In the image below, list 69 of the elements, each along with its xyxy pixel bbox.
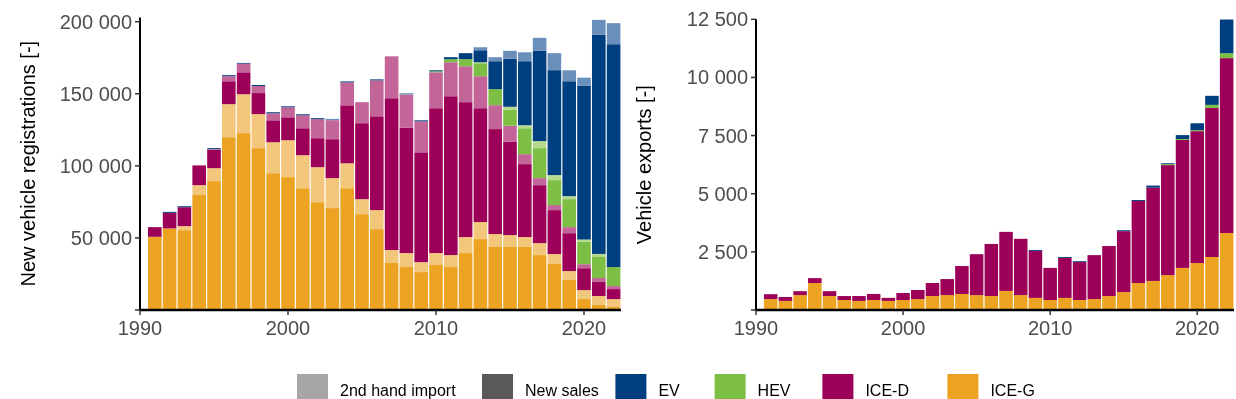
y-tick-label: 50 000 [70,226,132,249]
bar [562,196,577,200]
bar [763,294,778,300]
y-tick-label: 7 500 [697,124,748,147]
x-tick-label: 2010 [413,317,459,339]
bar [192,185,207,195]
y-tick-label: 10 000 [686,66,748,89]
bar [547,205,562,211]
bar [577,239,591,242]
bar [562,271,577,281]
bar [1219,19,1234,54]
x-tick-label: 2020 [1174,317,1220,339]
x-tick-label: 1990 [733,317,779,339]
bar [591,253,606,257]
bar [532,178,547,186]
x-tick-label: 2000 [265,317,311,339]
bar [503,106,517,110]
legend-label: ICE-G [990,382,1035,399]
legend-label: HEV [757,382,791,399]
bar [1146,185,1160,188]
x-tick-label: 2000 [880,317,926,339]
bar [177,207,192,227]
bar [458,237,473,254]
bar [325,120,340,140]
text: 2nd hand import [340,382,457,399]
x-tick-label: 2010 [1027,317,1073,339]
bar [577,264,591,269]
bar [532,37,547,51]
y-tick-label: 5 000 [697,182,748,205]
bar [778,296,793,301]
bar [547,53,562,71]
bar [251,93,266,115]
bar [591,278,606,283]
bar [822,291,837,297]
bar [517,154,532,165]
x-tick-label: 2020 [561,317,607,339]
y-tick-label: 150 000 [59,82,132,105]
bar [503,109,517,126]
y-tick-label: 200 000 [59,10,132,33]
bar [177,226,192,231]
bar [1219,53,1234,59]
bar [1175,135,1190,140]
bar [517,125,532,129]
bar [562,227,577,234]
bar [207,168,221,182]
y-tick-label: 100 000 [59,154,132,177]
bar [384,250,399,264]
bar [606,286,621,290]
bar [1205,104,1219,108]
legend-label: EV [658,382,681,399]
bar [1205,95,1219,105]
y-axis-title: Vehicle exports [-] [633,85,655,245]
y-tick-label: 12 500 [686,8,748,31]
bar [473,47,488,51]
text: New sales [525,382,599,399]
y-tick-label: 2 500 [697,240,748,263]
y-axis-title: New vehicle registrations [-] [17,40,39,287]
bar [251,86,266,94]
bar [793,291,807,296]
bar [473,63,488,77]
bar [221,76,236,82]
bar [488,89,503,106]
bar [1190,123,1204,131]
bar [547,254,562,265]
bar [808,278,822,284]
legend-label: ICE-D [865,382,909,399]
bar [532,141,547,149]
bar [547,175,562,181]
x-tick-label: 1990 [117,317,163,339]
